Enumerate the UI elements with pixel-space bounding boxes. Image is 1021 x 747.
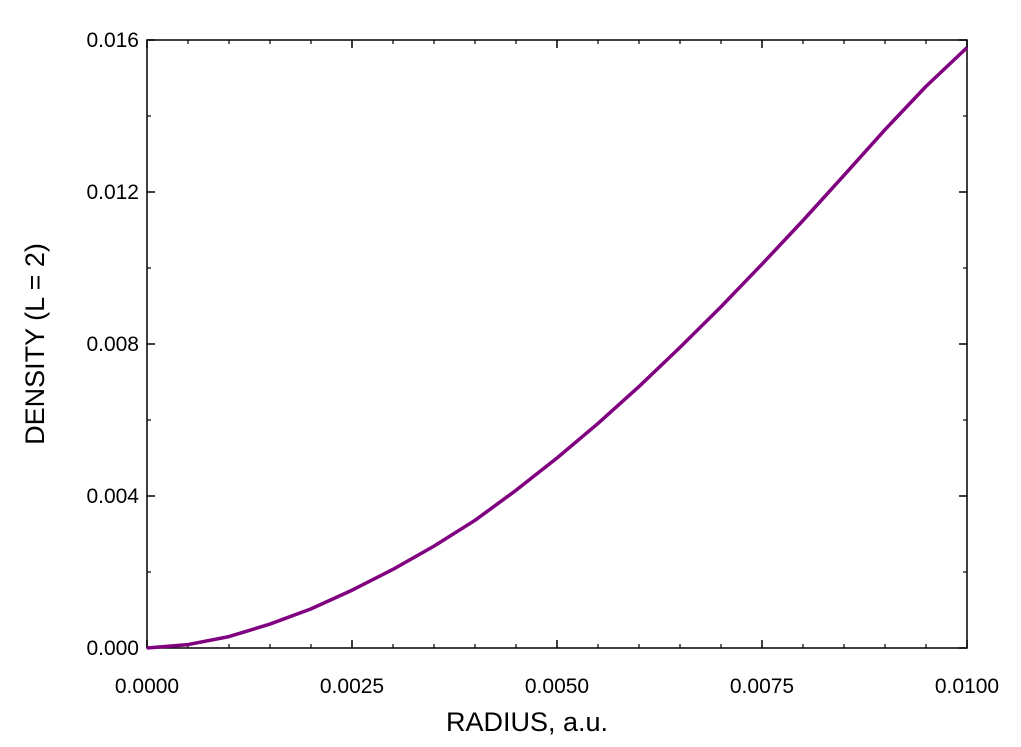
x-tick-label: 0.0025: [320, 675, 384, 698]
x-tick-label: 0.0100: [935, 675, 999, 698]
y-tick-label: 0.012: [86, 181, 139, 204]
y-tick-labels: 0.000 0.004 0.008 0.012 0.016: [86, 29, 139, 660]
plot-frame: [146, 39, 968, 649]
y-axis-title: DENSITY (L = 2): [20, 243, 50, 445]
x-tick-labels: 0.0000 0.0025 0.0050 0.0075 0.0100: [115, 675, 999, 698]
x-tick-label: 0.0075: [730, 675, 794, 698]
y-tick-label: 0.016: [86, 29, 139, 52]
x-tick-label: 0.0000: [115, 675, 179, 698]
x-axis-title: RADIUS, a.u.: [446, 707, 608, 737]
series-line: [146, 46, 969, 650]
y-tick-label: 0.004: [86, 485, 139, 508]
y-tick-label: 0.008: [86, 333, 139, 356]
x-tick-label: 0.0050: [525, 675, 589, 698]
ticks: [146, 39, 968, 649]
y-tick-label: 0.000: [86, 637, 139, 660]
